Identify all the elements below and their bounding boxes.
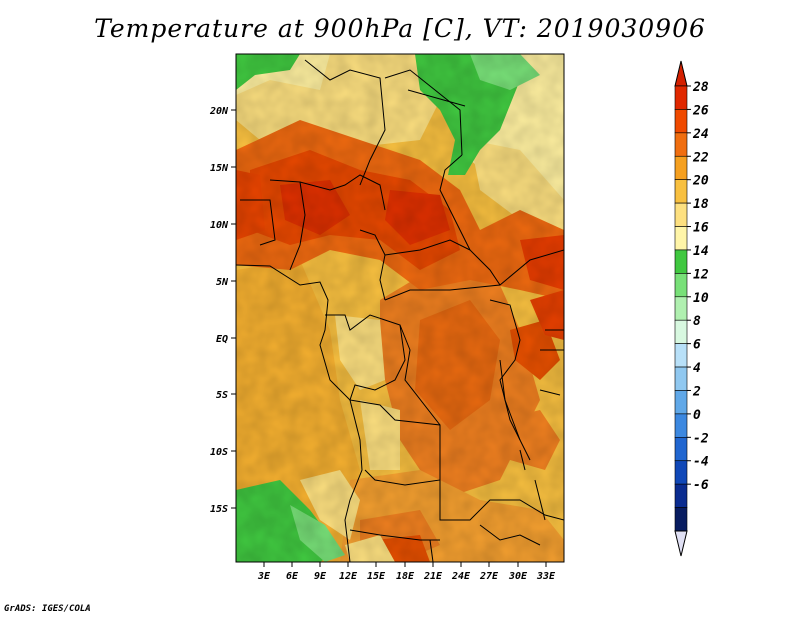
lat-label-5s: 5S xyxy=(216,390,228,401)
colorbar-label: 26 xyxy=(692,103,709,118)
lon-label-27e: 27E xyxy=(479,571,499,582)
lon-label-33e: 33E xyxy=(536,571,556,582)
colorbar-label: 18 xyxy=(693,197,709,212)
colorbar-label: 6 xyxy=(693,338,701,353)
colorbar-swatches xyxy=(674,85,688,532)
lon-label-12e: 12E xyxy=(339,571,358,582)
colorbar-swatch xyxy=(674,413,688,438)
colorbar-label: 22 xyxy=(692,150,709,165)
colorbar-swatch xyxy=(674,437,688,462)
colorbar-label: 0 xyxy=(693,408,701,423)
lat-label-15n: 15N xyxy=(210,163,229,174)
lat-label-5n: 5N xyxy=(216,277,229,288)
map-frame xyxy=(235,53,565,563)
grads-credit: GrADS: IGES/COLA xyxy=(4,604,91,614)
lat-label-10n: 10N xyxy=(210,220,229,231)
lon-label-6e: 6E xyxy=(286,571,299,582)
colorbar-swatch xyxy=(674,109,688,134)
colorbar-lower-arrow xyxy=(674,530,688,557)
colorbar-label: 8 xyxy=(693,314,701,329)
colorbar-label: -6 xyxy=(693,478,709,493)
colorbar-swatch xyxy=(674,319,688,344)
colorbar-swatch xyxy=(674,249,688,274)
lon-label-18e: 18E xyxy=(396,571,415,582)
colorbar-swatch xyxy=(674,460,688,485)
lon-label-9e: 9E xyxy=(314,571,327,582)
colorbar-swatch xyxy=(674,483,688,508)
lon-label-21e: 21E xyxy=(423,571,443,582)
colorbar-swatch xyxy=(674,507,688,532)
colorbar-swatch xyxy=(674,226,688,251)
longitude-labels: 3E 6E 9E 12E 15E 18E 21E 24E 27E 30E 33E xyxy=(257,571,556,582)
colorbar-label: 14 xyxy=(693,244,709,259)
colorbar-label: 4 xyxy=(693,361,701,376)
colorbar-swatch xyxy=(674,273,688,298)
colorbar-swatch xyxy=(674,179,688,204)
latitude-labels: 20N 15N 10N 5N EQ 5S 10S 15S xyxy=(209,106,229,515)
lon-label-24e: 24E xyxy=(451,571,471,582)
lat-label-20n: 20N xyxy=(209,106,229,117)
colorbar-swatch xyxy=(674,132,688,157)
colorbar-label: -4 xyxy=(693,455,709,470)
colorbar-label: -2 xyxy=(693,431,709,446)
colorbar-swatch xyxy=(674,366,688,391)
colorbar-swatch xyxy=(674,155,688,180)
colorbar-label: 28 xyxy=(692,80,709,95)
longitude-axis xyxy=(263,562,547,567)
colorbar-swatch xyxy=(674,202,688,227)
colorbar-upper-arrow xyxy=(674,60,688,87)
latitude-axis xyxy=(231,109,236,509)
lon-label-15e: 15E xyxy=(367,571,386,582)
chart-title: Temperature at 900hPa [C], VT: 201903090… xyxy=(94,14,706,43)
lon-label-30e: 30E xyxy=(508,571,528,582)
lon-label-3e: 3E xyxy=(257,571,271,582)
colorbar-label: 10 xyxy=(693,291,709,306)
colorbar-swatch xyxy=(674,296,688,321)
country-borders xyxy=(236,59,564,562)
colorbar-label: 16 xyxy=(693,221,709,236)
colorbar-swatch xyxy=(674,390,688,415)
colorbar-label: 20 xyxy=(692,174,709,189)
temperature-field xyxy=(236,54,564,562)
lat-label-10s: 10S xyxy=(210,447,228,458)
colorbar-label: 12 xyxy=(693,267,709,282)
colorbar-swatch xyxy=(674,85,688,110)
colorbar-swatch xyxy=(674,343,688,368)
colorbar-label: 24 xyxy=(692,127,709,142)
lat-label-15s: 15S xyxy=(210,504,228,515)
colorbar-label: 2 xyxy=(692,384,701,399)
lat-label-eq: EQ xyxy=(216,334,228,345)
